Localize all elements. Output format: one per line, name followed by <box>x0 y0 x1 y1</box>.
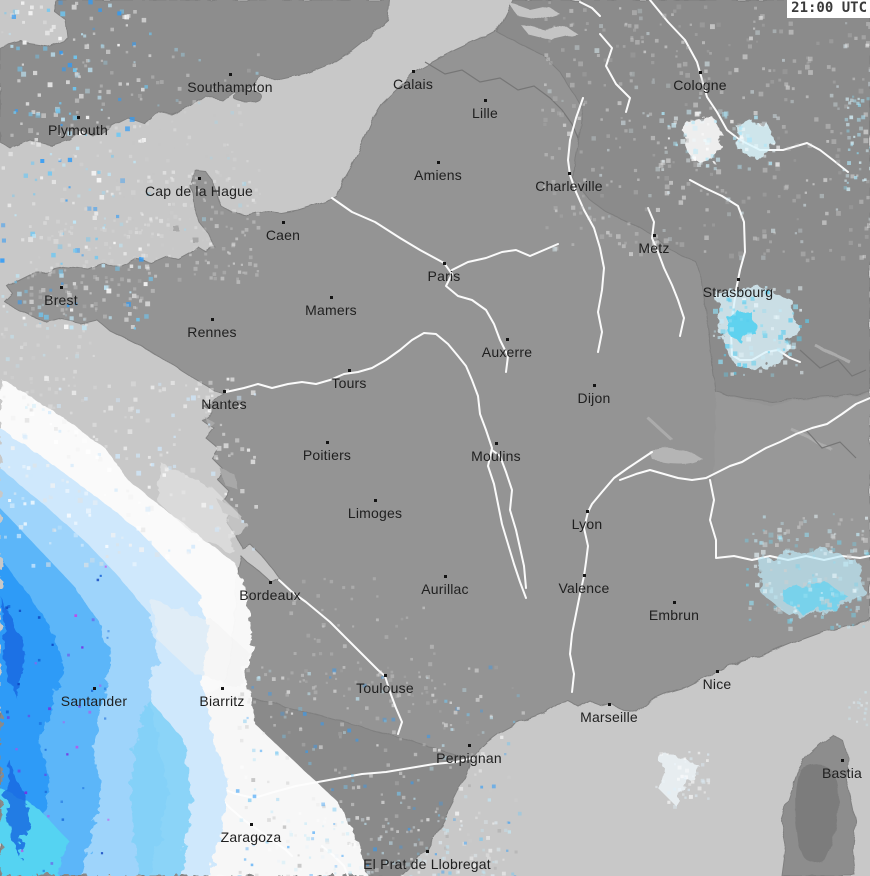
lake-geneva <box>650 447 702 464</box>
river-rhone <box>569 451 653 693</box>
river-allier <box>491 449 527 589</box>
precipitation-layer <box>0 116 864 876</box>
zeeland-channels <box>508 2 578 40</box>
corsica-interior <box>795 764 839 864</box>
border-germany-north <box>579 1 631 113</box>
timestamp-badge: 21:00 UTC <box>787 0 870 18</box>
rain-cologne-white <box>682 116 724 160</box>
britain-landmass <box>0 0 391 149</box>
rain-deep-streaks <box>2 598 30 858</box>
river-garonne <box>278 579 403 735</box>
river-loire <box>225 332 527 599</box>
rain-cyan-band <box>130 698 192 876</box>
river-seine <box>331 197 509 373</box>
alps-land-shade <box>712 392 870 560</box>
admin-borders <box>424 61 867 459</box>
rain-strasbourg-pale <box>716 286 798 372</box>
rain-med-streak <box>660 752 700 806</box>
river-meuse <box>567 97 605 353</box>
river-moselle <box>647 207 685 337</box>
border-switzerland <box>619 397 870 481</box>
rain-coast-white <box>150 598 248 688</box>
alpine-valleys <box>646 343 851 452</box>
isle-of-wight <box>232 89 262 103</box>
river-rhine-cologne <box>649 0 849 173</box>
river-marne <box>451 243 559 271</box>
